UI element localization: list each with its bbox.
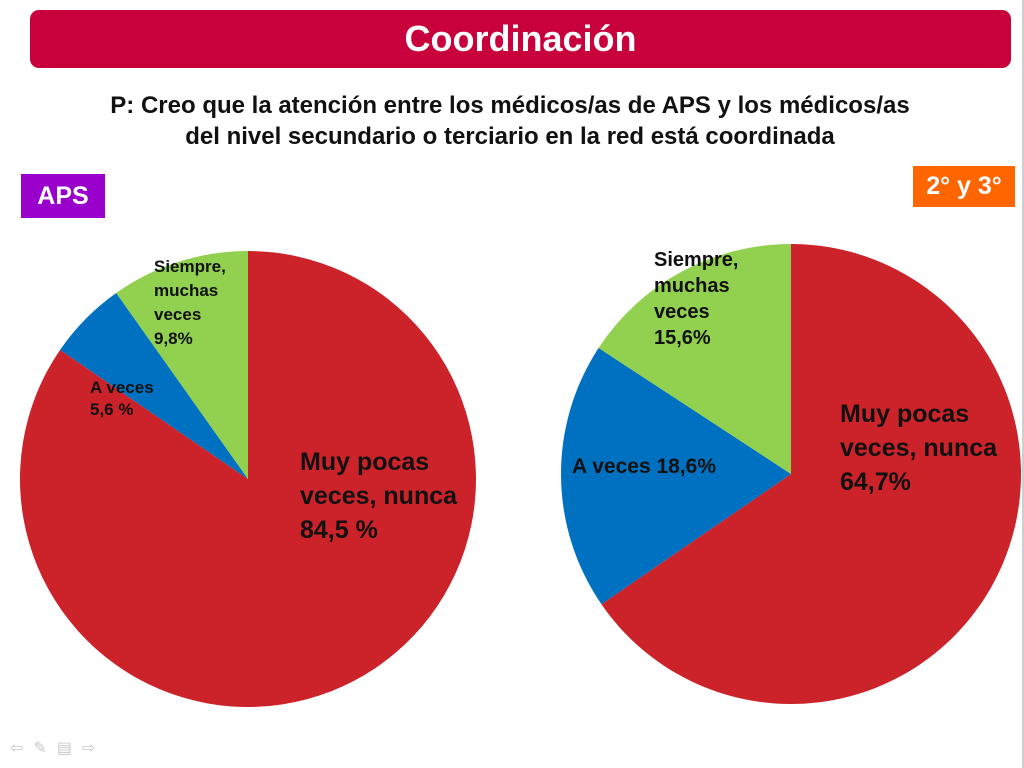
pie-1-slice-1-label: Muy pocas veces, nunca 84,5 % xyxy=(300,448,458,544)
badge-aps: APS xyxy=(21,174,105,218)
pie-1-slice-3 xyxy=(116,251,248,479)
slide-title: Coordinación xyxy=(404,18,637,59)
pie-2-slice-3-label-line: 15,6% xyxy=(654,327,711,349)
pie-2-slice-3-label-line: Siempre, xyxy=(654,249,738,271)
pie-2-slice-1-label-line: 64,7% xyxy=(840,468,911,496)
pie-1-slice-3-label: Siempre, muchas veces 9,8% xyxy=(154,257,226,348)
pie-1-slice-3-label-line: muchas xyxy=(154,281,218,300)
pie-1-slice-3-label-line: 9,8% xyxy=(154,329,193,348)
pie-2-slice-3 xyxy=(598,244,791,474)
pen-icon[interactable]: ✎ xyxy=(33,740,47,757)
menu-icon[interactable]: ▤ xyxy=(56,740,72,757)
question-line-2: del nivel secundario o terciario en la r… xyxy=(185,123,835,150)
pie-1-slice-2-label: A veces 5,6 % xyxy=(90,378,154,419)
pie-2-slice-2-label-line: A veces 18,6% xyxy=(572,455,716,478)
pie-1-slice-3-label-line: veces xyxy=(154,305,201,324)
slide-edge xyxy=(1022,0,1024,768)
question-text: P: Creo que la atención entre los médico… xyxy=(60,90,960,152)
pie-1-slice-2-label-line: A veces xyxy=(90,378,154,397)
pie-1-slice-2 xyxy=(60,292,248,479)
pie-1-slice-2-label-line: 5,6 % xyxy=(90,400,133,419)
arrow-left-icon[interactable]: ⇦ xyxy=(10,740,24,757)
pie-2-slice-2 xyxy=(561,348,791,605)
badge-secondary-tertiary: 2° y 3° xyxy=(913,166,1015,207)
pie-1-slice-1-label-line: Muy pocas xyxy=(300,448,429,476)
pie-2-slice-1-label-line: Muy pocas xyxy=(840,400,969,428)
pie-2-slice-1-label: Muy pocas veces, nunca 64,7% xyxy=(840,400,998,496)
pie-1-slice-3-label-line: Siempre, xyxy=(154,257,226,276)
pie-2-slice-3-label: Siempre, muchas veces 15,6% xyxy=(654,249,738,349)
pie-2-slice-1 xyxy=(601,244,1022,705)
pie-2-slice-1-label-line: veces, nunca xyxy=(840,434,998,462)
question-line-1: P: Creo que la atención entre los médico… xyxy=(110,92,910,119)
pie-1-slice-1 xyxy=(19,251,476,707)
arrow-right-icon[interactable]: ⇨ xyxy=(81,740,96,757)
pie-1-slice-1-label-line: veces, nunca xyxy=(300,482,458,510)
pie-2-slice-2-label: A veces 18,6% xyxy=(572,455,716,478)
slide-nav: ⇦ ✎ ▤ ⇨ xyxy=(10,738,95,758)
title-bar: Coordinación xyxy=(30,10,1011,68)
pie-2-slice-3-label-line: veces xyxy=(654,301,710,323)
pie-2-slice-3-label-line: muchas xyxy=(654,275,730,297)
pie-1-slice-1-label-line: 84,5 % xyxy=(300,516,378,544)
